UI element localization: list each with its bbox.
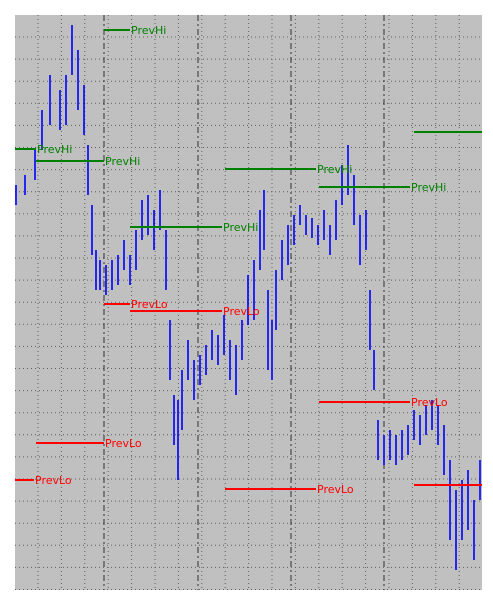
marks: PrevHi PrevHi PrevHi PrevHi PrevHi PrevHi Prev…: [15, 24, 482, 570]
level-label: PrevLo: [411, 396, 448, 409]
level-label: PrevHi: [411, 181, 446, 194]
level-label: PrevLo: [223, 305, 260, 318]
level-label: PrevHi: [317, 163, 352, 176]
level-label: PrevLo: [317, 483, 354, 496]
level-label: PrevHi: [37, 143, 72, 156]
level-label: PrevHi: [131, 24, 166, 37]
level-label: PrevLo: [35, 474, 72, 487]
level-label: PrevHi: [105, 155, 140, 168]
level-label: PrevHi: [223, 221, 258, 234]
level-label: PrevLo: [131, 298, 168, 311]
level-label: PrevLo: [105, 437, 142, 450]
grid: [15, 15, 482, 590]
